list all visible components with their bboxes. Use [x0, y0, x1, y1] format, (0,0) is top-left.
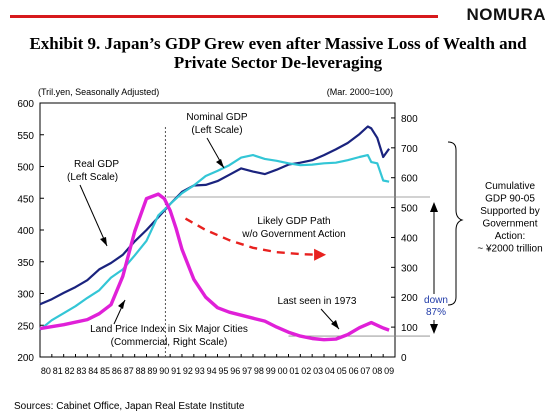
down-percent-label: down	[424, 295, 448, 306]
down-arrow-bottom-head	[430, 324, 438, 334]
x-tick-label: 94	[207, 366, 217, 376]
x-tick-label: 83	[76, 366, 86, 376]
cumulative-note-line: Supported by	[480, 206, 540, 217]
land-price-line	[39, 192, 390, 342]
x-tick-label: 80	[41, 366, 51, 376]
x-tick-label: 91	[171, 366, 181, 376]
cumulative-note-line: ~ ¥2000 trillion	[477, 244, 542, 255]
down-label-backdrop	[423, 294, 447, 320]
exhibit-title: Exhibit 9. Japan’s GDP Grew even after M…	[4, 34, 552, 72]
x-tick-label: 99	[266, 366, 276, 376]
x-tick-label: 85	[100, 366, 110, 376]
x-tick-label: 93	[195, 366, 205, 376]
cumulative-note-line: Action:	[495, 231, 526, 242]
last-seen-pointer-head	[331, 320, 339, 329]
left-tick-label: 350	[17, 258, 34, 269]
source-note: Sources: Cabinet Office, Japan Real Esta…	[14, 401, 245, 412]
x-tick-label: 01	[289, 366, 299, 376]
x-tick-label: 86	[112, 366, 122, 376]
right-tick-label: 800	[401, 114, 418, 125]
title-line-2: Private Sector De-leveraging	[173, 53, 383, 72]
left-axis-title: (Tril.yen, Seasonally Adjusted)	[38, 87, 159, 97]
x-tick-label: 87	[124, 366, 134, 376]
x-tick-label: 07	[360, 366, 370, 376]
likely-path-label: Likely GDP Path	[257, 216, 330, 227]
right-axis-title: (Mar. 2000=100)	[327, 87, 393, 97]
real-gdp-pointer-head	[100, 237, 107, 246]
x-tick-label: 03	[313, 366, 323, 376]
x-tick-label: 05	[337, 366, 347, 376]
x-tick-label: 92	[183, 366, 193, 376]
cumulative-note-line: Government	[482, 219, 537, 230]
right-tick-label: 200	[401, 293, 418, 304]
likely-gdp-path-line	[184, 217, 319, 256]
down-percent-label: 87%	[426, 307, 446, 318]
x-tick-label: 00	[278, 366, 288, 376]
likely-path-arrowhead	[314, 248, 327, 261]
left-tick-label: 600	[17, 99, 34, 110]
left-tick-label: 300	[17, 290, 34, 301]
right-tick-label: 500	[401, 204, 418, 215]
real-gdp-pointer	[79, 184, 108, 247]
land-price-pointer-head	[118, 300, 125, 309]
right-tick-label: 300	[401, 263, 418, 274]
real-gdp-sublabel: (Left Scale)	[67, 172, 118, 183]
x-tick-label: 02	[301, 366, 311, 376]
right-tick-label: 700	[401, 144, 418, 155]
nominal-gdp-sublabel: (Left Scale)	[191, 125, 242, 136]
left-tick-label: 450	[17, 194, 34, 205]
real-gdp-label: Real GDP	[74, 159, 119, 170]
nominal-gdp-line	[39, 154, 390, 331]
x-tick-label: 04	[325, 366, 335, 376]
right-tick-label: 600	[401, 174, 418, 185]
x-tick-label: 09	[384, 366, 394, 376]
brand-rule	[10, 15, 438, 18]
last-seen-label: Last seen in 1973	[278, 296, 357, 307]
right-tick-label: 400	[401, 233, 418, 244]
nomura-logo: NOMURA	[466, 5, 546, 24]
x-tick-label: 98	[254, 366, 264, 376]
x-tick-label: 90	[159, 366, 169, 376]
x-tick-label: 96	[230, 366, 240, 376]
right-tick-label: 100	[401, 323, 418, 334]
left-tick-label: 250	[17, 321, 34, 332]
header-bar: NOMURA	[0, 0, 556, 30]
x-tick-label: 84	[88, 366, 98, 376]
land-price-label: Land Price Index in Six Major Cities	[90, 324, 248, 335]
cumulative-note-line: GDP 90-05	[485, 194, 535, 205]
x-tick-label: 97	[242, 366, 252, 376]
likely-path-sublabel: w/o Government Action	[241, 229, 345, 240]
down-arrow-top-head	[430, 202, 438, 212]
cumulative-brace	[447, 141, 464, 306]
real-gdp-line	[39, 125, 390, 306]
left-tick-label: 400	[17, 226, 34, 237]
right-tick-label: 0	[401, 353, 407, 364]
x-tick-label: 82	[65, 366, 75, 376]
x-tick-label: 89	[147, 366, 157, 376]
title-line-1: Exhibit 9. Japan’s GDP Grew even after M…	[29, 34, 527, 53]
x-tick-label: 88	[136, 366, 146, 376]
cumulative-note-line: Cumulative	[485, 181, 535, 192]
left-tick-label: 200	[17, 353, 34, 364]
x-tick-label: 95	[218, 366, 228, 376]
left-tick-label: 500	[17, 163, 34, 174]
x-tick-label: 06	[349, 366, 359, 376]
x-tick-label: 81	[53, 366, 63, 376]
x-tick-label: 08	[372, 366, 382, 376]
nominal-gdp-label: Nominal GDP	[186, 112, 247, 123]
land-price-sublabel: (Commercial, Right Scale)	[111, 337, 228, 348]
left-tick-label: 550	[17, 131, 34, 142]
nominal-gdp-pointer-head	[216, 159, 224, 168]
